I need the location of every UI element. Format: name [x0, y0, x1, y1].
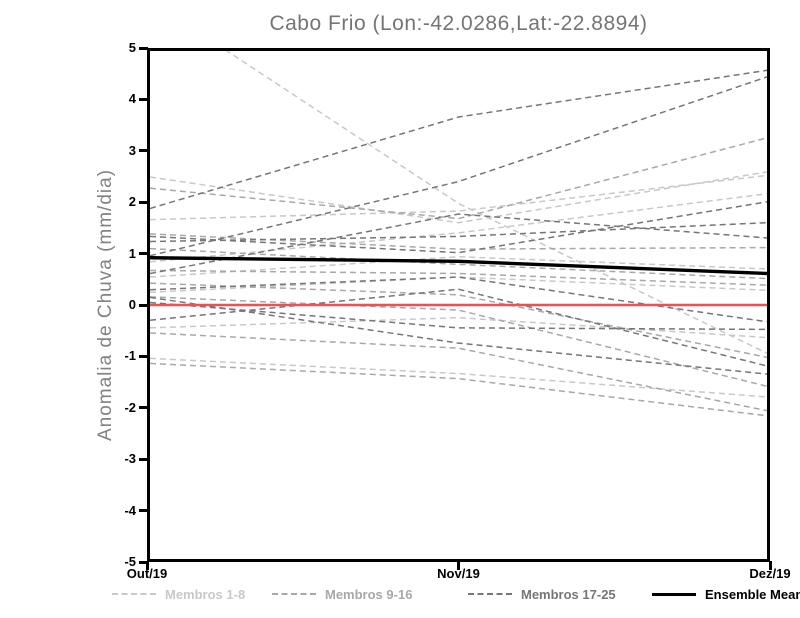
y-tick-label: 3 [128, 142, 136, 158]
member-line-group-1 [150, 171, 767, 224]
y-tick-mark [139, 149, 148, 153]
y-tick-mark [139, 97, 148, 101]
y-tick-label: 0 [128, 297, 136, 312]
member-line-group-1 [150, 193, 767, 263]
legend-label: Ensemble Mean [705, 586, 800, 602]
legend-item-membros-9-16: Membros 9-16 [272, 585, 412, 603]
member-line-group-2 [150, 137, 767, 220]
legend-label: Membros 1-8 [165, 586, 246, 602]
x-tick-mark [768, 561, 772, 570]
member-line-group-2 [150, 282, 767, 359]
member-line-group-2 [150, 296, 767, 388]
y-tick-label: -5 [124, 554, 136, 569]
legend-label: Membros 17-25 [521, 586, 616, 602]
member-line-group-2 [150, 247, 767, 280]
y-tick-mark [139, 560, 148, 564]
y-tick-label: -2 [124, 399, 136, 415]
y-tick-label: -3 [124, 451, 136, 467]
member-line-group-3 [150, 288, 767, 367]
y-tick-mark [139, 46, 148, 50]
member-line-group-1 [150, 316, 767, 339]
y-tick-label: 1 [128, 245, 136, 261]
ensemble-mean-line [150, 256, 767, 276]
member-line-group-3 [150, 76, 767, 257]
y-tick-mark [139, 457, 148, 461]
x-tick-label: Nov/19 [437, 566, 480, 581]
member-line-group-1 [225, 51, 767, 354]
x-tick-mark [145, 561, 149, 570]
y-tick-label: 2 [128, 194, 136, 210]
member-line-group-2 [150, 269, 767, 286]
legend: Membros 1-8 Membros 9-16 Membros 17-25 E… [0, 585, 800, 607]
y-tick-mark [139, 200, 148, 204]
legend-item-ensemble-mean: Ensemble Mean [652, 585, 800, 603]
member-line-group-2 [150, 362, 767, 417]
x-tick-label: Dez/19 [749, 566, 791, 581]
plot-svg [150, 51, 767, 417]
member-line-group-3 [150, 276, 767, 323]
y-tick-label: 4 [128, 91, 136, 107]
legend-label: Membros 9-16 [325, 586, 413, 602]
y-tick-mark [139, 252, 148, 256]
dashed-line-swatch [272, 593, 316, 595]
y-tick-mark [139, 303, 148, 307]
y-tick-mark [139, 354, 148, 358]
x-tick-mark [457, 561, 460, 570]
y-tick-mark [139, 406, 148, 410]
y-tick-label: -4 [124, 502, 136, 518]
solid-line-swatch [652, 592, 696, 596]
x-tick-label: Out/19 [126, 566, 168, 581]
legend-item-membros-1-8: Membros 1-8 [112, 585, 245, 603]
legend-item-membros-17-25: Membros 17-25 [468, 585, 616, 603]
y-tick-label: 5 [128, 40, 136, 55]
member-line-group-2 [150, 233, 767, 250]
y-tick-label: -1 [124, 348, 136, 364]
y-tick-mark [139, 509, 148, 513]
chart-title: Cabo Frio (Lon:-42.0286,Lat:-22.8894) [269, 12, 648, 35]
member-line-group-3 [150, 213, 767, 275]
member-line-group-1 [150, 255, 767, 278]
member-line-group-3 [150, 221, 767, 243]
dashed-line-swatch [112, 593, 156, 595]
plot-area [147, 48, 770, 562]
member-line-group-3 [150, 69, 767, 210]
member-line-group-1 [150, 357, 767, 398]
member-line-group-3 [150, 301, 767, 331]
member-line-group-3 [150, 296, 767, 375]
member-line-group-1 [150, 174, 767, 221]
member-line-group-3 [150, 201, 767, 254]
dashed-line-swatch [468, 593, 512, 595]
member-line-group-2 [150, 332, 767, 412]
